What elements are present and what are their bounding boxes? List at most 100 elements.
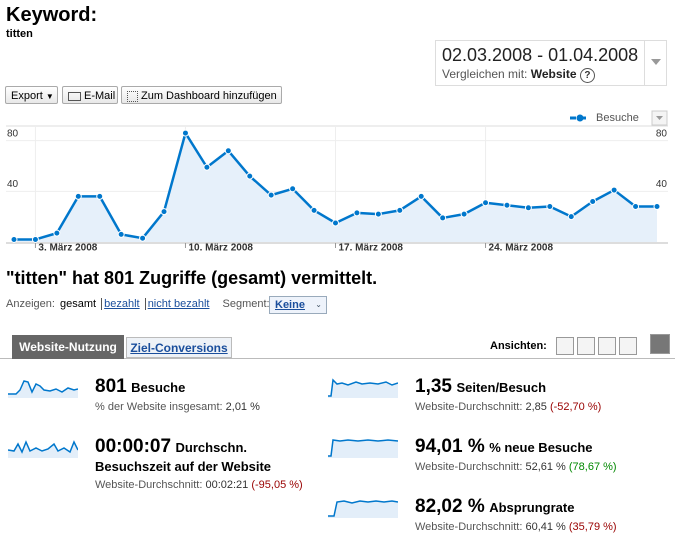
point — [417, 192, 425, 200]
view-trend[interactable] — [650, 334, 670, 354]
metric: 94,01 % % neue Besuche Website-Durchschn… — [415, 436, 655, 473]
filter-option[interactable]: nicht bezahlt — [147, 298, 210, 310]
filters: Anzeigen: gesamt bezahlt nicht bezahlt S… — [6, 298, 270, 310]
note-change: (78,67 %) — [568, 461, 617, 473]
x-tick-label: 17. März 2008 — [339, 243, 404, 254]
metric-value: 1,35 — [415, 376, 452, 397]
filter-option[interactable]: bezahlt — [104, 298, 140, 310]
metric-label: Seiten/Besuch — [456, 380, 547, 395]
point — [374, 210, 382, 218]
segment-select[interactable]: Keine ⌄ — [269, 296, 327, 314]
sparkline — [8, 440, 78, 458]
compare-label: Vergleichen mit: — [442, 67, 528, 81]
point — [396, 206, 404, 214]
point — [74, 192, 82, 200]
note-value: 2,85 — [525, 401, 547, 413]
metric-label: Besuche — [131, 380, 186, 395]
note-label: Website-Durchschnitt: — [95, 479, 203, 491]
metric: 801 Besuche % der Website insgesamt: 2,0… — [95, 376, 335, 413]
metric-value: 801 — [95, 376, 127, 397]
x-tick-label: 24. März 2008 — [489, 243, 554, 254]
metric-note: Website-Durchschnitt: 52,61 % (78,67 %) — [415, 461, 655, 473]
note-value: 60,41 % — [525, 521, 566, 533]
sparkline — [8, 380, 78, 398]
y-tick-label: 40 — [7, 179, 19, 190]
note-change: (-52,70 %) — [549, 401, 602, 413]
metric-note: % der Website insgesamt: 2,01 % — [95, 401, 335, 413]
views-label: Ansichten: — [490, 340, 547, 352]
point — [53, 229, 61, 237]
point — [503, 201, 511, 209]
area — [14, 133, 657, 242]
sparkline — [328, 439, 398, 458]
point — [439, 214, 447, 222]
y-tick-label: 80 — [7, 128, 19, 139]
point — [460, 210, 468, 218]
point — [332, 219, 339, 227]
point — [524, 204, 532, 212]
view-table[interactable] — [556, 337, 574, 355]
keyword: titten — [6, 28, 33, 40]
page-title: Keyword: — [6, 4, 98, 26]
point — [139, 234, 147, 242]
filter-label: Anzeigen: — [6, 298, 55, 310]
summary: "titten" hat 801 Zugriffe (gesamt) vermi… — [6, 268, 378, 288]
point — [224, 147, 232, 155]
point — [96, 192, 104, 200]
note-value: 2,01 % — [225, 401, 260, 413]
tab[interactable]: Ziel-Conversions — [126, 337, 232, 358]
x-tick-label: 3. März 2008 — [38, 243, 97, 254]
point — [546, 203, 554, 211]
point — [160, 208, 168, 216]
note-label: Website-Durchschnitt: — [415, 461, 523, 473]
tab-active[interactable]: Website-Nutzung — [12, 335, 124, 359]
point — [31, 235, 39, 243]
point — [653, 203, 661, 211]
compare: Vergleichen mit: Website ? — [442, 67, 595, 83]
help-icon[interactable]: ? — [579, 68, 595, 83]
filter-option[interactable]: gesamt — [60, 298, 97, 310]
point — [246, 172, 254, 180]
point — [610, 186, 618, 194]
tab-label: Ziel-Conversions — [130, 341, 228, 355]
view-bar[interactable] — [598, 337, 616, 355]
point — [10, 235, 18, 243]
export-button[interactable]: Export ▼ — [5, 86, 58, 104]
note-value: 52,61 % — [525, 461, 566, 473]
point — [289, 185, 297, 193]
metric-label: Absprungrate — [489, 500, 575, 515]
compare-value: Website — [530, 67, 577, 81]
metric: 1,35 Seiten/Besuch Website-Durchschnitt:… — [415, 376, 655, 413]
metric-value: 94,01 % — [415, 436, 485, 457]
point — [589, 197, 597, 205]
legend-arrow — [656, 116, 663, 120]
point — [117, 230, 125, 238]
point — [181, 129, 189, 137]
sparkline — [328, 378, 398, 398]
segment-label: Segment: — [222, 298, 270, 310]
point — [482, 199, 490, 207]
metric-label: % neue Besuche — [489, 440, 593, 455]
note-label: Website-Durchschnitt: — [415, 521, 523, 533]
view-compare[interactable] — [619, 337, 637, 355]
view-pie[interactable] — [577, 337, 595, 355]
sparkline — [328, 500, 398, 518]
point — [267, 191, 275, 199]
chart: 40 80 40 80 3. März 2008 10. März 2008 17. Mär… — [6, 110, 668, 254]
note-label: % der Website insgesamt: — [95, 401, 223, 413]
tab-line — [0, 358, 675, 359]
segment-value: Keine — [275, 299, 305, 311]
metric-value: 00:00:07 — [95, 436, 172, 457]
date-box[interactable]: 02.03.2008 - 01.04.2008 Vergleichen mit:… — [435, 40, 667, 86]
button-label: E-Mail — [84, 90, 116, 102]
x-tick-label: 10. März 2008 — [188, 243, 253, 254]
point — [353, 209, 361, 217]
legend-label: Besuche — [596, 112, 639, 124]
metric-note: Website-Durchschnitt: 60,41 % (35,79 %) — [415, 521, 655, 533]
dashboard-button[interactable]: Zum Dashboard hinzufügen — [121, 86, 282, 104]
dropdown[interactable] — [644, 41, 667, 85]
metric-note: Website-Durchschnitt: 2,85 (-52,70 %) — [415, 401, 655, 413]
note-label: Website-Durchschnitt: — [415, 401, 523, 413]
email-button[interactable]: E-Mail — [62, 86, 118, 104]
date-range: 02.03.2008 - 01.04.2008 — [442, 45, 639, 65]
